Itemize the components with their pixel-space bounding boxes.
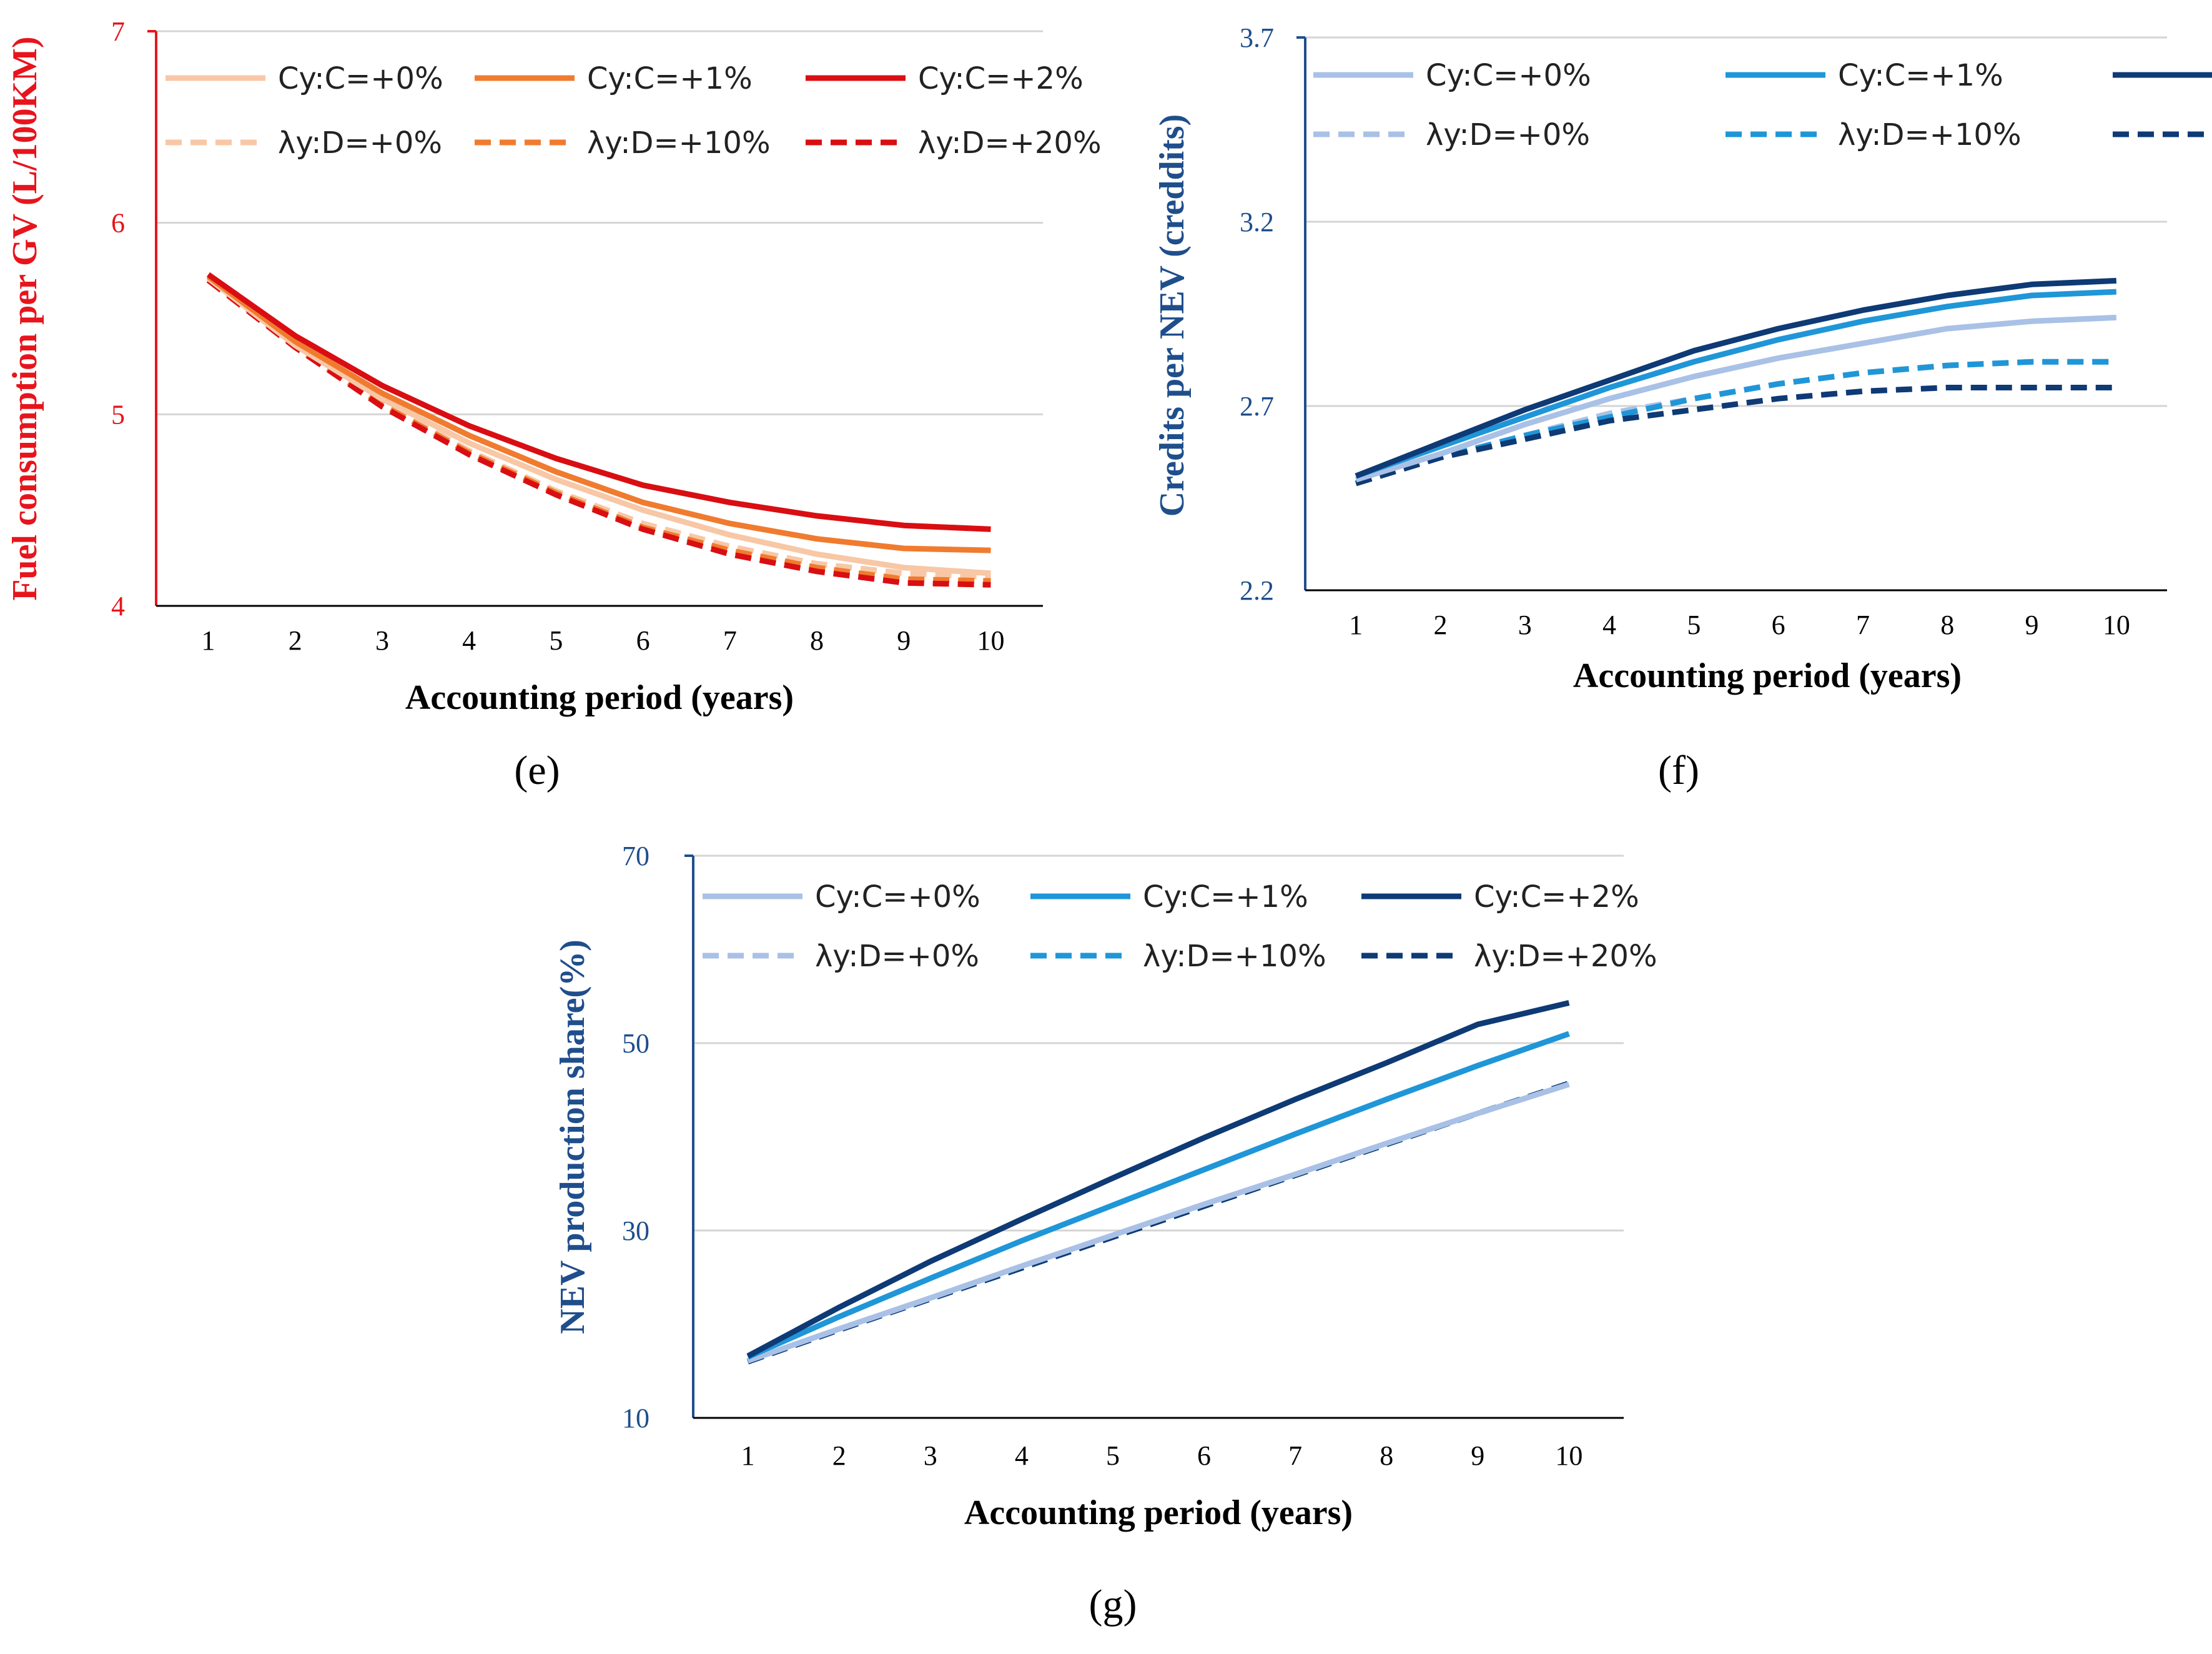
legend-label: λy:D=+0% bbox=[815, 939, 979, 974]
series-line-solid-1 bbox=[206, 274, 991, 553]
x-tick-label: 10 bbox=[1555, 1440, 1582, 1471]
x-tick-label: 1 bbox=[1349, 610, 1363, 640]
legend-label: λy:D=+0% bbox=[278, 126, 442, 161]
legend: Cy:C=+0%Cy:C=+1%Cy:C=+2%λy:D=+0%λy:D=+10… bbox=[1313, 58, 2212, 152]
series-line-dashed-2 bbox=[206, 278, 991, 588]
y-tick-label: 10 bbox=[622, 1403, 649, 1434]
series-line-solid-1 bbox=[1355, 289, 2116, 479]
legend-label: λy:D=+20% bbox=[918, 126, 1102, 161]
legend-label: Cy:C=+1% bbox=[1143, 879, 1308, 914]
x-tick-label: 5 bbox=[1687, 610, 1701, 640]
x-tick-label: 7 bbox=[1856, 610, 1870, 640]
x-tick-label: 7 bbox=[723, 625, 737, 656]
x-tick-label: 5 bbox=[549, 625, 563, 656]
legend-label: Cy:C=+0% bbox=[815, 879, 980, 914]
x-tick-label: 8 bbox=[810, 625, 824, 656]
x-tick-label: 2 bbox=[289, 625, 302, 656]
x-tick-label: 10 bbox=[2103, 610, 2130, 640]
y-axis-title: NEV production share(%) bbox=[553, 939, 592, 1334]
legend: Cy:C=+0% Cy:C=+1% Cy:C=+2% λy:D=+0% λy:D=+10… bbox=[165, 61, 1102, 161]
series-line-solid-2 bbox=[746, 1000, 1570, 1359]
x-tick-label: 9 bbox=[1471, 1440, 1484, 1471]
y-tick-label: 50 bbox=[622, 1028, 649, 1059]
series-line-solid-2 bbox=[1355, 277, 2116, 479]
legend-label: Cy:C=+2% bbox=[1474, 879, 1639, 914]
series-line-solid-2 bbox=[206, 272, 991, 532]
panel-label: (f) bbox=[1658, 748, 1699, 793]
x-tick-label: 1 bbox=[202, 625, 215, 656]
legend: Cy:C=+0% Cy:C=+1% Cy:C=+2% λy:D=+0% λy:D=+10… bbox=[703, 879, 1657, 974]
legend-label: λy:D=+10% bbox=[1838, 117, 2022, 152]
y-tick-label: 70 bbox=[622, 841, 649, 871]
x-tick-label: 8 bbox=[1940, 610, 1954, 640]
panel-label: (g) bbox=[1089, 1582, 1137, 1627]
panel-label: (e) bbox=[514, 748, 560, 793]
x-tick-label: 3 bbox=[375, 625, 389, 656]
x-tick-label: 7 bbox=[1288, 1440, 1302, 1471]
series-line-solid-1 bbox=[746, 1031, 1570, 1360]
legend-label: λy:D=+10% bbox=[587, 126, 771, 161]
x-tick-label: 6 bbox=[636, 625, 650, 656]
y-tick-label: 4 bbox=[111, 591, 125, 621]
x-tick-label: 9 bbox=[897, 625, 911, 656]
x-axis-title: Accounting period (years) bbox=[1573, 656, 1962, 695]
y-tick-label: 2.7 bbox=[1240, 391, 1274, 422]
y-tick-label: 7 bbox=[111, 16, 125, 47]
legend-label: λy:D=+10% bbox=[1143, 939, 1326, 974]
y-axis-title: Credits per NEV (creddits) bbox=[1153, 114, 1192, 517]
x-tick-label: 3 bbox=[924, 1440, 937, 1471]
charts-layer: 4 5 6 7 1 2 3 4 5 6 7 8 9 10 Accounting period (years)… bbox=[6, 16, 2212, 1627]
x-tick-label: 4 bbox=[1015, 1440, 1029, 1471]
x-tick-label: 5 bbox=[1106, 1440, 1120, 1471]
y-tick-label: 5 bbox=[111, 399, 125, 430]
x-tick-label: 6 bbox=[1197, 1440, 1211, 1471]
chart-panel-g: 10 30 50 70 1 2 3 4 5 6 7 8 9 10 Accounting period (ye… bbox=[553, 841, 1657, 1627]
y-tick-label: 3.2 bbox=[1240, 207, 1274, 237]
series-line-solid-0 bbox=[747, 1081, 1570, 1364]
legend-label: λy:D=+0% bbox=[1426, 117, 1590, 152]
legend-label: Cy:C=+0% bbox=[278, 61, 443, 96]
legend-label: Cy:C=+1% bbox=[1838, 58, 2003, 93]
x-axis-title: Accounting period (years) bbox=[405, 678, 794, 717]
chart-panel-e: 4 5 6 7 1 2 3 4 5 6 7 8 9 10 Accounting period (years)… bbox=[6, 16, 1102, 793]
y-tick-label: 3.7 bbox=[1240, 22, 1274, 53]
legend-label: Cy:C=+0% bbox=[1426, 58, 1591, 93]
series-line-solid-0 bbox=[1355, 314, 2116, 483]
x-tick-label: 3 bbox=[1518, 610, 1532, 640]
x-tick-label: 6 bbox=[1772, 610, 1785, 640]
y-tick-label: 2.2 bbox=[1240, 575, 1274, 606]
x-tick-label: 8 bbox=[1380, 1440, 1393, 1471]
x-tick-label: 1 bbox=[741, 1440, 755, 1471]
y-tick-label: 6 bbox=[111, 208, 125, 239]
chart-panel-f: 2.2 2.7 3.2 3.7 1 2 3 4 5 6 7 8 9 10 Accounting period… bbox=[1153, 22, 2212, 793]
x-tick-label: 2 bbox=[832, 1440, 846, 1471]
x-tick-label: 4 bbox=[1602, 610, 1616, 640]
legend-label: Cy:C=+1% bbox=[587, 61, 753, 96]
series-line-dashed-2 bbox=[1355, 385, 2116, 487]
x-tick-label: 9 bbox=[2025, 610, 2039, 640]
x-axis-title: Accounting period (years) bbox=[964, 1493, 1353, 1532]
legend-label: Cy:C=+2% bbox=[918, 61, 1084, 96]
x-tick-label: 2 bbox=[1433, 610, 1447, 640]
x-tick-label: 10 bbox=[977, 625, 1004, 656]
series-line-solid-0 bbox=[206, 276, 991, 577]
y-axis-title: Fuel consumption per GV (L/100KM) bbox=[6, 36, 44, 600]
x-tick-label: 4 bbox=[462, 625, 476, 656]
y-tick-label: 30 bbox=[622, 1216, 649, 1246]
legend-label: λy:D=+20% bbox=[1474, 939, 1657, 974]
